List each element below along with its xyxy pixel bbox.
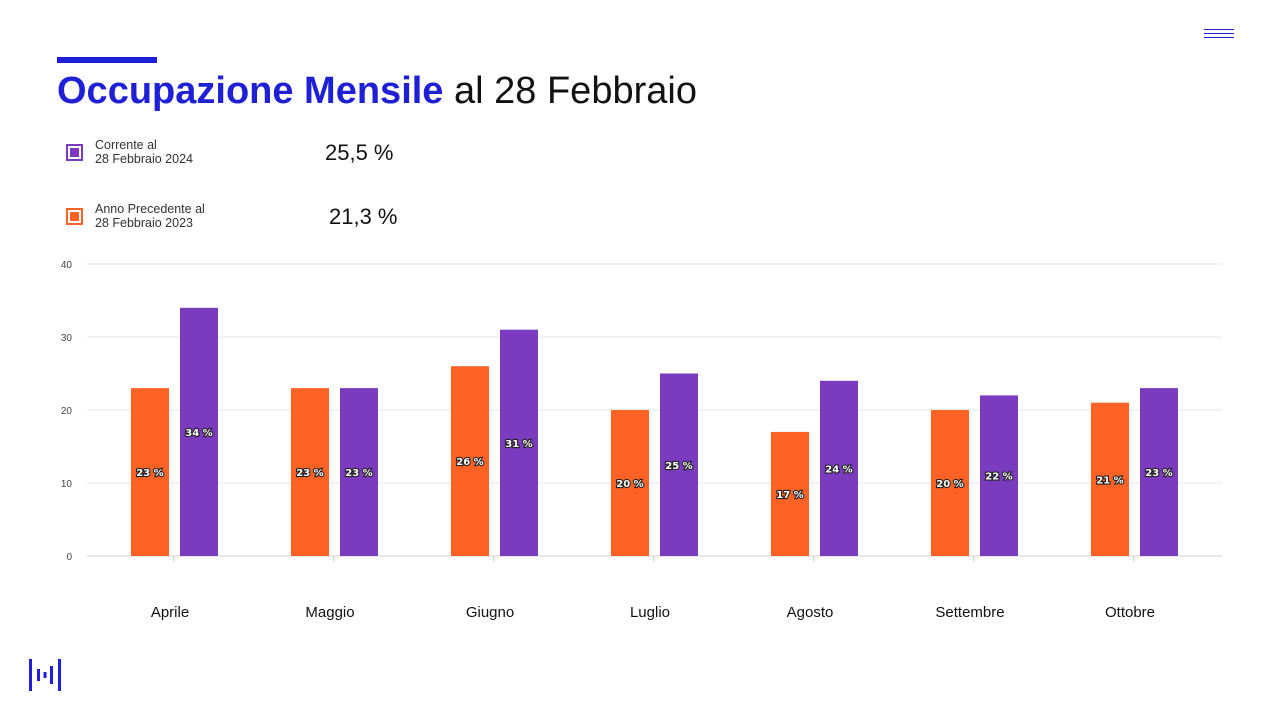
data-label: 20 % <box>936 479 963 490</box>
legend: Corrente al 28 Febbraio 2024 25,5 % Anno… <box>66 138 426 238</box>
legend-value-current: 25,5 % <box>325 140 394 165</box>
legend-label-line2: 28 Febbraio 2023 <box>95 216 193 230</box>
y-tick-label: 20 <box>61 406 73 417</box>
y-tick-label: 30 <box>61 333 73 344</box>
legend-swatch-current <box>66 144 83 161</box>
menu-line <box>1204 29 1234 30</box>
occupancy-bar-chart: 0 10 20 30 40 Aprile 23 % 34 % Maggio 23 % 23 % Giu… <box>61 260 1222 621</box>
data-label: 17 % <box>776 490 803 501</box>
bar-current <box>500 329 538 556</box>
bar-previous <box>291 388 329 556</box>
legend-item-current: Corrente al 28 Febbraio 2024 25,5 % <box>66 138 426 172</box>
legend-label-line2: 28 Febbraio 2024 <box>95 152 193 166</box>
y-tick-label: 0 <box>66 552 72 563</box>
x-tick-label: Settembre <box>935 604 1004 621</box>
data-label: 22 % <box>985 472 1012 483</box>
y-tick-label: 10 <box>61 479 73 490</box>
menu-line <box>1204 33 1234 34</box>
hamburger-icon[interactable] <box>1204 29 1234 41</box>
bar-current <box>340 388 378 556</box>
bar-previous <box>1091 402 1129 556</box>
legend-swatch-fill <box>70 148 79 157</box>
data-label: 31 % <box>505 439 532 450</box>
page-title: Occupazione Mensile al 28 Febbraio <box>57 70 697 113</box>
data-label: 34 % <box>185 428 212 439</box>
bar-previous <box>451 366 489 556</box>
x-tick-label: Ottobre <box>1105 604 1155 621</box>
data-label: 23 % <box>296 468 323 479</box>
data-label: 23 % <box>136 468 163 479</box>
title-accent-bar <box>57 57 157 63</box>
title-rest: al 28 Febbraio <box>443 70 697 112</box>
x-tick-label: Aprile <box>151 604 189 621</box>
bar-previous <box>931 410 969 556</box>
x-tick-label: Giugno <box>466 604 514 621</box>
legend-label-line1: Anno Precedente al <box>95 202 205 216</box>
data-label: 21 % <box>1096 475 1123 486</box>
bar-current <box>820 380 858 556</box>
legend-value-previous: 21,3 % <box>329 204 398 229</box>
bar-previous <box>611 410 649 556</box>
bar-previous <box>771 431 809 556</box>
x-tick-label: Maggio <box>305 604 354 621</box>
data-label: 25 % <box>665 461 692 472</box>
legend-label-current: Corrente al 28 Febbraio 2024 <box>95 138 193 166</box>
y-tick-label: 40 <box>61 260 73 271</box>
bar-current <box>660 373 698 556</box>
x-tick-label: Luglio <box>630 604 670 621</box>
title-strong: Occupazione Mensile <box>57 70 444 112</box>
data-label: 23 % <box>1145 468 1172 479</box>
bar-current <box>1140 388 1178 556</box>
menu-line <box>1204 37 1234 38</box>
data-label: 20 % <box>616 479 643 490</box>
legend-item-previous: Anno Precedente al 28 Febbraio 2023 21,3… <box>66 202 426 236</box>
data-label: 26 % <box>456 457 483 468</box>
legend-swatch-fill <box>70 212 79 221</box>
bar-current <box>180 307 218 556</box>
bar-previous <box>131 388 169 556</box>
bar-current <box>980 395 1018 556</box>
legend-label-line1: Corrente al <box>95 138 157 152</box>
legend-swatch-previous <box>66 208 83 225</box>
bars-logo-icon <box>29 659 61 691</box>
data-label: 24 % <box>825 464 852 475</box>
data-label: 23 % <box>345 468 372 479</box>
x-tick-label: Agosto <box>787 604 834 621</box>
legend-label-previous: Anno Precedente al 28 Febbraio 2023 <box>95 202 205 230</box>
